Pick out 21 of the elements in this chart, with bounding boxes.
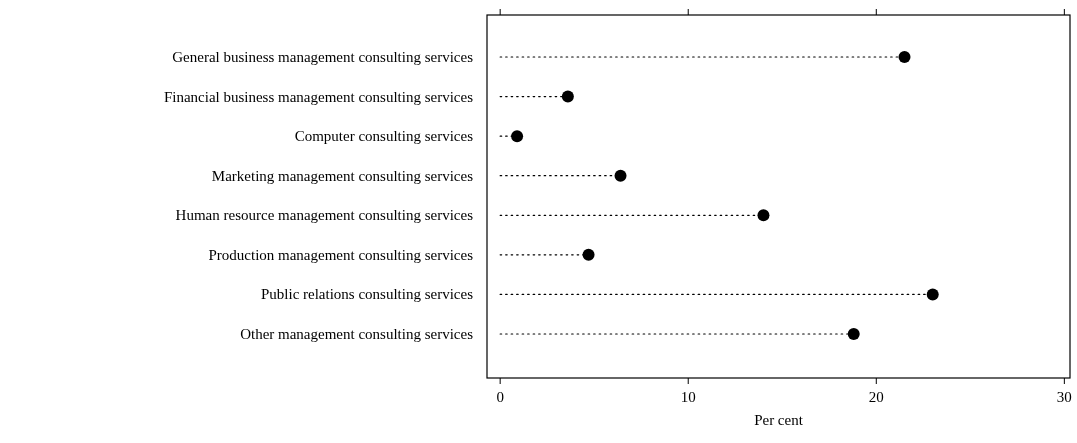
point	[757, 209, 770, 222]
y-tick-label: General business management consulting services	[172, 49, 474, 65]
point	[847, 328, 860, 340]
y-tick-label: Production management consulting services	[208, 246, 474, 263]
x-tick-label: 10	[680, 389, 696, 405]
x-tick-label: 20	[868, 389, 884, 405]
point	[926, 288, 939, 301]
y-tick-label: Other management consulting services	[240, 326, 474, 342]
point	[614, 169, 627, 182]
x-axis-title: Per cent	[754, 412, 804, 428]
y-tick-label: Computer consulting services	[294, 128, 474, 145]
y-tick-label: Financial business management consulting services	[163, 88, 474, 105]
point	[582, 248, 595, 261]
x-tick-label: 30	[1056, 389, 1072, 405]
point	[511, 130, 524, 143]
y-tick-label: Public relations consulting services	[260, 286, 474, 303]
x-tick-label: 0	[496, 389, 504, 405]
point	[561, 90, 574, 103]
y-tick-label: Marketing management consulting services	[211, 167, 474, 184]
y-tick-label: Human resource management consulting services	[175, 207, 474, 224]
point	[898, 51, 911, 63]
